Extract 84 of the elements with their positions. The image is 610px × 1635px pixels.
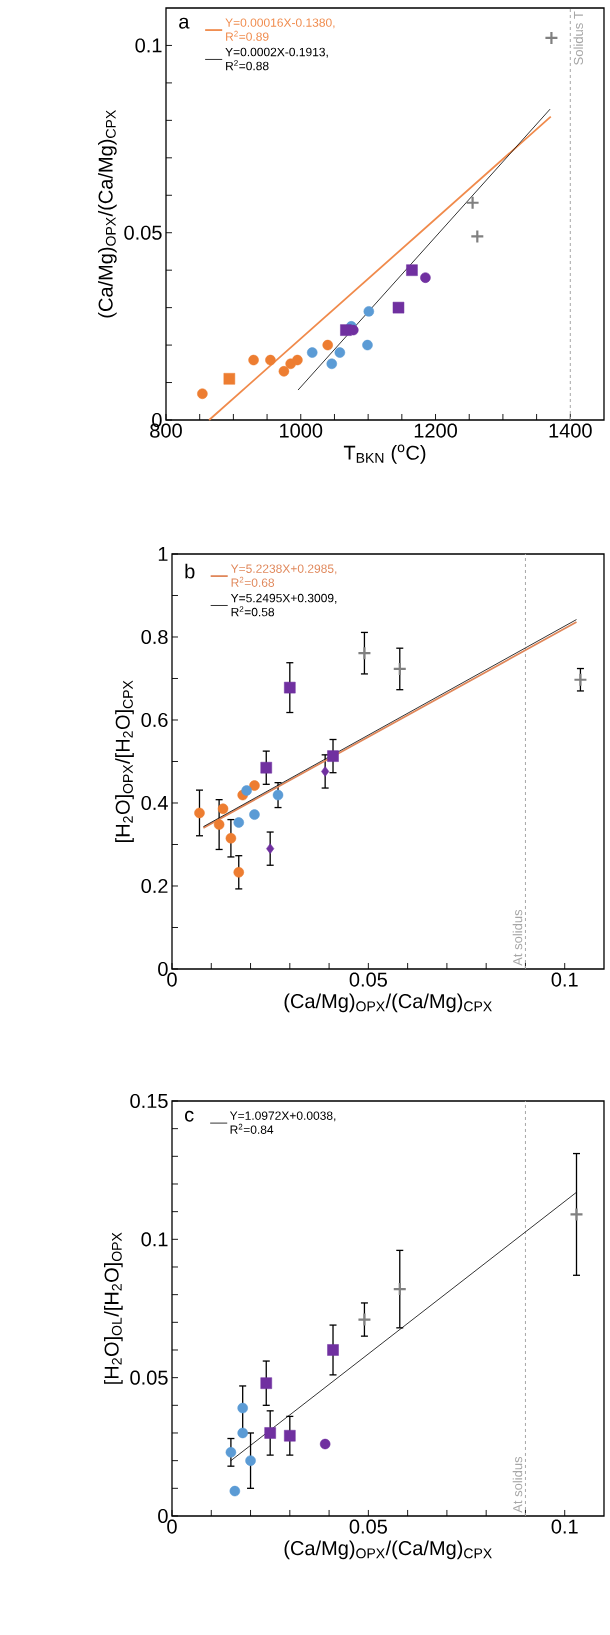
y-tick-label: 0.8 bbox=[141, 629, 168, 645]
point bbox=[260, 1377, 272, 1389]
point bbox=[249, 809, 260, 820]
point bbox=[406, 264, 418, 276]
y-tick-label: 0.05 bbox=[130, 1370, 168, 1385]
point bbox=[420, 272, 431, 283]
x-tick-label: 1000 bbox=[280, 423, 323, 438]
point bbox=[327, 1344, 339, 1356]
point bbox=[260, 761, 272, 774]
point bbox=[292, 354, 303, 366]
x-axis-title: (Ca/Mg)$_{OPX}$/(Ca/Mg)$_{CPX}$ bbox=[284, 993, 492, 1013]
point bbox=[284, 681, 296, 694]
y-axis-title: [H$_{2}$O]$_{OL}$/[H$_{2}$O]$_{OPX}$ bbox=[104, 1232, 123, 1384]
ref-line-label: At solidus bbox=[512, 909, 523, 966]
point bbox=[194, 807, 205, 819]
point bbox=[362, 339, 373, 351]
y-tick-label: 0.05 bbox=[124, 225, 162, 240]
point bbox=[213, 819, 225, 830]
y-tick-label: 0 bbox=[158, 961, 168, 977]
x-tick-label: 0.1 bbox=[551, 1519, 578, 1534]
point bbox=[265, 354, 276, 366]
point bbox=[544, 30, 559, 46]
point bbox=[334, 347, 346, 358]
y-tick-label: 0.15 bbox=[130, 1093, 168, 1109]
point bbox=[241, 785, 252, 796]
point bbox=[392, 301, 405, 314]
point bbox=[266, 843, 275, 854]
ref-line-label: At solidus bbox=[512, 1456, 523, 1513]
y-tick-label: 0.2 bbox=[141, 878, 168, 894]
point bbox=[233, 867, 245, 878]
legend-label: Y=1.0972X+0.0038, R$^{2}$=0.84 bbox=[229, 1111, 336, 1134]
annotation: c bbox=[185, 1110, 194, 1122]
point bbox=[249, 780, 260, 791]
point bbox=[229, 1485, 241, 1497]
point bbox=[237, 1402, 248, 1414]
point bbox=[197, 388, 208, 400]
y-axis-title: (Ca/Mg)$_{OPX}$/(Ca/Mg)$_{CPX}$ bbox=[98, 110, 117, 318]
point bbox=[278, 366, 290, 377]
annotation: b bbox=[185, 563, 195, 579]
x-tick-label: 0.05 bbox=[349, 1519, 387, 1534]
y-tick-label: 0.1 bbox=[141, 1232, 168, 1247]
point bbox=[357, 646, 372, 661]
point bbox=[272, 789, 284, 801]
annotation: a bbox=[179, 17, 190, 29]
x-tick-label: 1200 bbox=[414, 423, 457, 438]
legend-label: Y=0.00016X-0.1380, R$^{2}$=0.89 bbox=[225, 18, 335, 41]
point bbox=[470, 229, 485, 244]
point bbox=[225, 833, 237, 844]
point bbox=[284, 1430, 296, 1442]
y-axis-title: [H$_{2}$O]$_{OPX}$/[H$_{2}$O]$_{CPX}$ bbox=[115, 680, 134, 842]
y-tick-label: 0 bbox=[158, 1508, 168, 1524]
y-tick-label: 0.6 bbox=[141, 712, 168, 728]
point bbox=[223, 373, 236, 385]
point bbox=[326, 358, 338, 370]
y-tick-label: 1 bbox=[158, 547, 168, 561]
point bbox=[225, 1447, 237, 1458]
x-tick-label: 0.1 bbox=[551, 972, 578, 987]
point bbox=[465, 195, 480, 210]
y-tick-label: 0.1 bbox=[135, 38, 162, 53]
point bbox=[248, 354, 259, 366]
x-tick-label: 1400 bbox=[549, 423, 592, 438]
point bbox=[245, 1455, 256, 1466]
ref-line-label: Solidus T bbox=[573, 11, 584, 65]
point bbox=[392, 1282, 407, 1297]
point bbox=[321, 766, 330, 777]
point bbox=[217, 803, 229, 815]
point bbox=[306, 347, 318, 358]
x-tick-label: 0.05 bbox=[349, 972, 387, 987]
x-axis-title: T$_{BKN}$ ($^{o}$C) bbox=[343, 444, 426, 464]
x-axis-title: (Ca/Mg)$_{OPX}$/(Ca/Mg)$_{CPX}$ bbox=[284, 1540, 492, 1560]
legend-label: Y=5.2238X+0.2985, R$^{2}$=0.68 bbox=[230, 564, 337, 587]
point bbox=[357, 1312, 372, 1327]
point bbox=[319, 1438, 331, 1450]
legend-label: Y=5.2495X+0.3009, R$^{2}$=0.58 bbox=[230, 593, 337, 617]
point bbox=[233, 817, 245, 828]
point bbox=[573, 672, 588, 687]
point bbox=[569, 1207, 584, 1222]
y-tick-label: 0.4 bbox=[141, 795, 168, 811]
legend-label: Y=0.0002X-0.1913, R$^{2}$=0.88 bbox=[225, 47, 328, 71]
point bbox=[264, 1427, 276, 1439]
point bbox=[322, 339, 333, 351]
point bbox=[363, 306, 375, 317]
point bbox=[392, 661, 407, 677]
point bbox=[327, 750, 339, 762]
